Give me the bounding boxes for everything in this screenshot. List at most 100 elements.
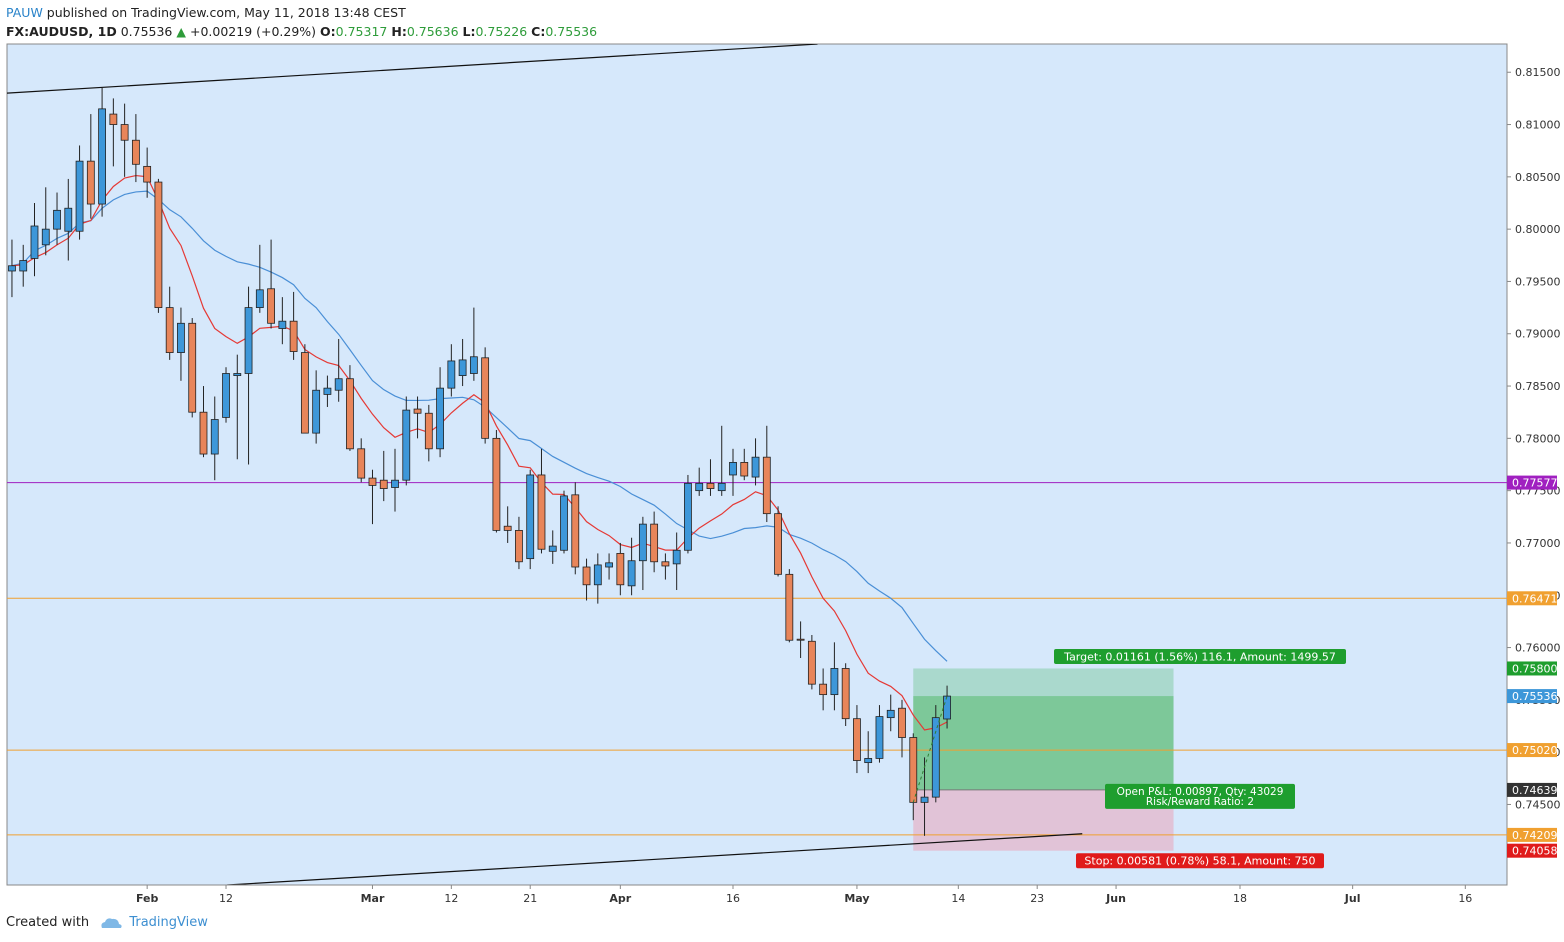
pnl-label: Open P&L: 0.00897, Qty: 43029 bbox=[1117, 786, 1284, 798]
body bbox=[537, 474, 546, 550]
body bbox=[751, 456, 760, 478]
candle bbox=[638, 516, 647, 591]
body bbox=[695, 482, 704, 492]
body bbox=[807, 640, 816, 685]
candle bbox=[672, 532, 681, 591]
candle bbox=[650, 511, 659, 573]
price-badge bbox=[1507, 689, 1557, 704]
body bbox=[503, 525, 512, 531]
body bbox=[920, 796, 929, 803]
quote-line: FX:AUDUSD, 1D 0.75536 ▲ +0.00219 (+0.29%… bbox=[6, 22, 597, 41]
candle bbox=[717, 425, 726, 496]
author: PAUW bbox=[6, 5, 43, 20]
o-val: 0.75317 bbox=[335, 24, 388, 39]
candle bbox=[830, 642, 839, 711]
x-tick-label: 21 bbox=[523, 892, 537, 905]
candle bbox=[469, 307, 478, 381]
body bbox=[255, 289, 264, 308]
x-tick-label: May bbox=[844, 892, 869, 905]
candle bbox=[560, 490, 568, 554]
target-zone bbox=[913, 668, 1174, 790]
logo bbox=[101, 917, 122, 928]
candle bbox=[368, 469, 377, 525]
candle bbox=[841, 663, 850, 727]
candle bbox=[334, 338, 343, 402]
price-badge-label: 0.76471 bbox=[1512, 592, 1558, 605]
body bbox=[571, 494, 580, 568]
body bbox=[391, 479, 399, 488]
body bbox=[774, 513, 782, 575]
price-badge bbox=[1507, 843, 1557, 858]
body bbox=[458, 359, 467, 376]
candle bbox=[762, 425, 771, 523]
candle bbox=[853, 705, 861, 774]
body bbox=[64, 207, 73, 232]
candle bbox=[695, 467, 704, 496]
h-val: 0.75636 bbox=[406, 24, 459, 39]
body bbox=[875, 716, 884, 759]
candle bbox=[109, 98, 118, 167]
trendline bbox=[227, 833, 1083, 885]
body bbox=[853, 718, 861, 761]
stop-label: Stop: 0.00581 (0.78%) 58.1, Amount: 750 bbox=[1084, 855, 1315, 868]
trendline bbox=[7, 44, 818, 94]
c: C: bbox=[531, 24, 546, 39]
body bbox=[469, 356, 478, 374]
body bbox=[661, 561, 670, 567]
candle bbox=[19, 244, 28, 287]
y-tick-label: 0.76000 bbox=[1515, 642, 1561, 655]
candle bbox=[582, 558, 591, 601]
y-tick-label: 0.78500 bbox=[1515, 380, 1561, 393]
candle bbox=[312, 370, 321, 444]
body bbox=[605, 562, 613, 568]
x-tick-label: 18 bbox=[1233, 892, 1247, 905]
ma-fast bbox=[11, 174, 948, 731]
candle bbox=[864, 731, 873, 774]
body bbox=[289, 320, 298, 352]
o: O: bbox=[320, 24, 336, 39]
body bbox=[627, 560, 636, 587]
x-tick-label: 14 bbox=[951, 892, 965, 905]
published: published on TradingView.com, May 11, 20… bbox=[46, 5, 406, 20]
candle bbox=[537, 448, 546, 554]
candle bbox=[661, 553, 670, 580]
candle bbox=[210, 396, 219, 481]
profit-zone bbox=[913, 696, 1174, 790]
x-tick-label: Apr bbox=[609, 892, 631, 905]
candle bbox=[920, 757, 929, 836]
body bbox=[346, 378, 354, 450]
body bbox=[864, 758, 873, 764]
candle bbox=[267, 239, 275, 329]
body bbox=[515, 529, 523, 563]
body bbox=[796, 638, 805, 641]
stop-label-box bbox=[1076, 853, 1324, 869]
candle bbox=[379, 450, 388, 502]
candle bbox=[571, 482, 580, 575]
candle bbox=[300, 344, 309, 434]
rr-label: Risk/Reward Ratio: 2 bbox=[1146, 796, 1254, 808]
x-tick-label: 16 bbox=[1458, 892, 1472, 905]
arrow: ▲ bbox=[176, 24, 186, 39]
body bbox=[199, 411, 208, 455]
body bbox=[75, 160, 84, 232]
price-badge-label: 0.75536 bbox=[1512, 690, 1558, 703]
body bbox=[436, 387, 444, 450]
body bbox=[131, 139, 140, 165]
body bbox=[379, 479, 388, 489]
body bbox=[931, 717, 940, 798]
candle bbox=[64, 178, 73, 261]
candle bbox=[289, 291, 298, 360]
body bbox=[143, 165, 152, 183]
x-tick-label: Jun bbox=[1105, 892, 1126, 905]
candle bbox=[8, 239, 16, 298]
candle bbox=[244, 286, 253, 465]
candle bbox=[143, 147, 152, 198]
candle bbox=[774, 506, 782, 577]
body bbox=[841, 668, 850, 720]
candle bbox=[199, 386, 208, 458]
body bbox=[233, 373, 242, 376]
change: +0.00219 (+0.29%) bbox=[189, 24, 317, 39]
body bbox=[593, 564, 602, 586]
l: L: bbox=[462, 24, 476, 39]
candle bbox=[943, 685, 951, 729]
